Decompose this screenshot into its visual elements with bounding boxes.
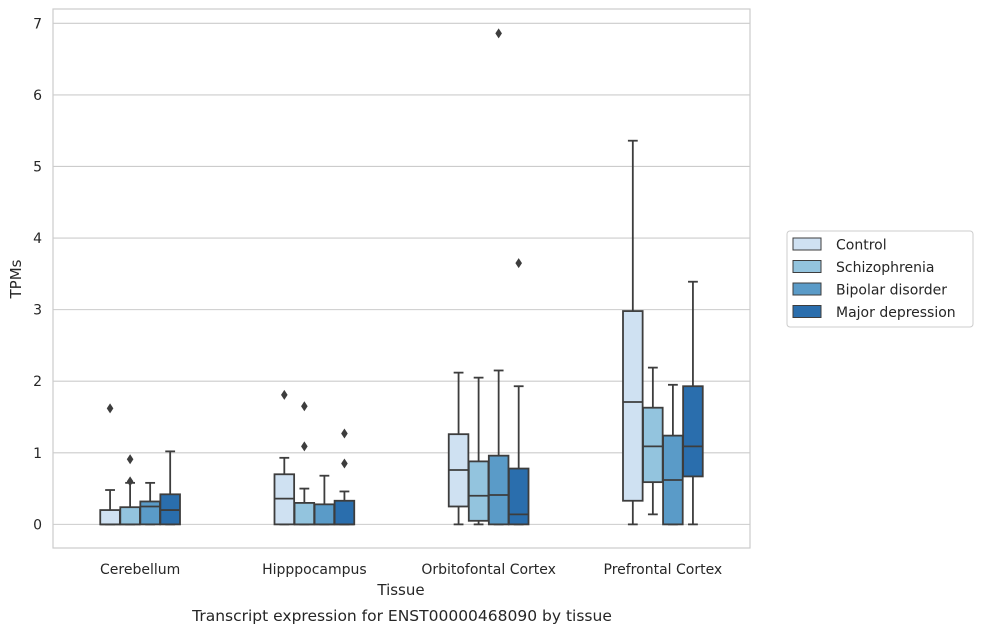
y-tick-label: 1 [33,446,42,462]
legend-label: Schizophrenia [836,260,934,276]
y-axis-ticks: 0 1 2 3 4 5 6 7 [33,16,42,533]
box [622,310,644,502]
outlier-point [341,428,348,439]
y-tick-label: 2 [33,374,42,390]
legend-swatch [792,305,822,318]
y-tick-label: 3 [33,303,42,319]
legend: Control Schizophrenia Bipolar disorder Majo… [786,230,974,328]
box [487,454,510,526]
box [333,499,356,526]
y-axis-title: TPMs [7,259,25,299]
y-tick-label: 4 [33,231,42,247]
box [99,509,121,526]
outlier-point [515,258,522,269]
legend-frame [786,230,974,328]
box [682,385,704,478]
y-tick-label: 6 [33,88,42,104]
outlier-point [301,441,308,452]
x-tick-label: Cerebellum [100,562,180,578]
plot-frame [52,8,751,549]
outlier-point [341,458,348,469]
x-tick-label: Hipppocampus [262,562,367,578]
legend-swatch [792,237,822,251]
outlier-point [106,403,114,414]
y-tick-label: 0 [33,517,42,533]
legend-label: Bipolar disorder [836,283,947,299]
legend-swatch [792,282,822,296]
x-tick-label: Orbitofontal Cortex [421,562,556,578]
box [642,406,664,484]
grid-lines [53,22,750,525]
legend-label: Major depression [836,305,956,321]
box [313,503,336,526]
box [139,500,161,526]
chart-caption: Transcript expression for ENST0000046809… [191,607,612,625]
legend-swatch [792,260,822,273]
box [507,467,530,526]
box-plot-series [99,28,704,526]
outlier-point [126,454,134,465]
legend-label: Control [836,238,887,254]
x-axis-ticks: Cerebellum Hipppocampus Orbitofontal Corte… [100,562,722,578]
y-tick-label: 7 [33,16,42,32]
outlier-point [281,389,288,400]
x-axis-title: Tissue [376,581,424,599]
outlier-point [301,401,308,412]
x-tick-label: Prefrontal Cortex [604,562,723,578]
box [293,502,316,526]
outlier-point [126,476,134,487]
box [467,460,490,522]
box [119,506,141,526]
outlier-point [495,28,502,39]
y-tick-label: 5 [33,159,42,175]
